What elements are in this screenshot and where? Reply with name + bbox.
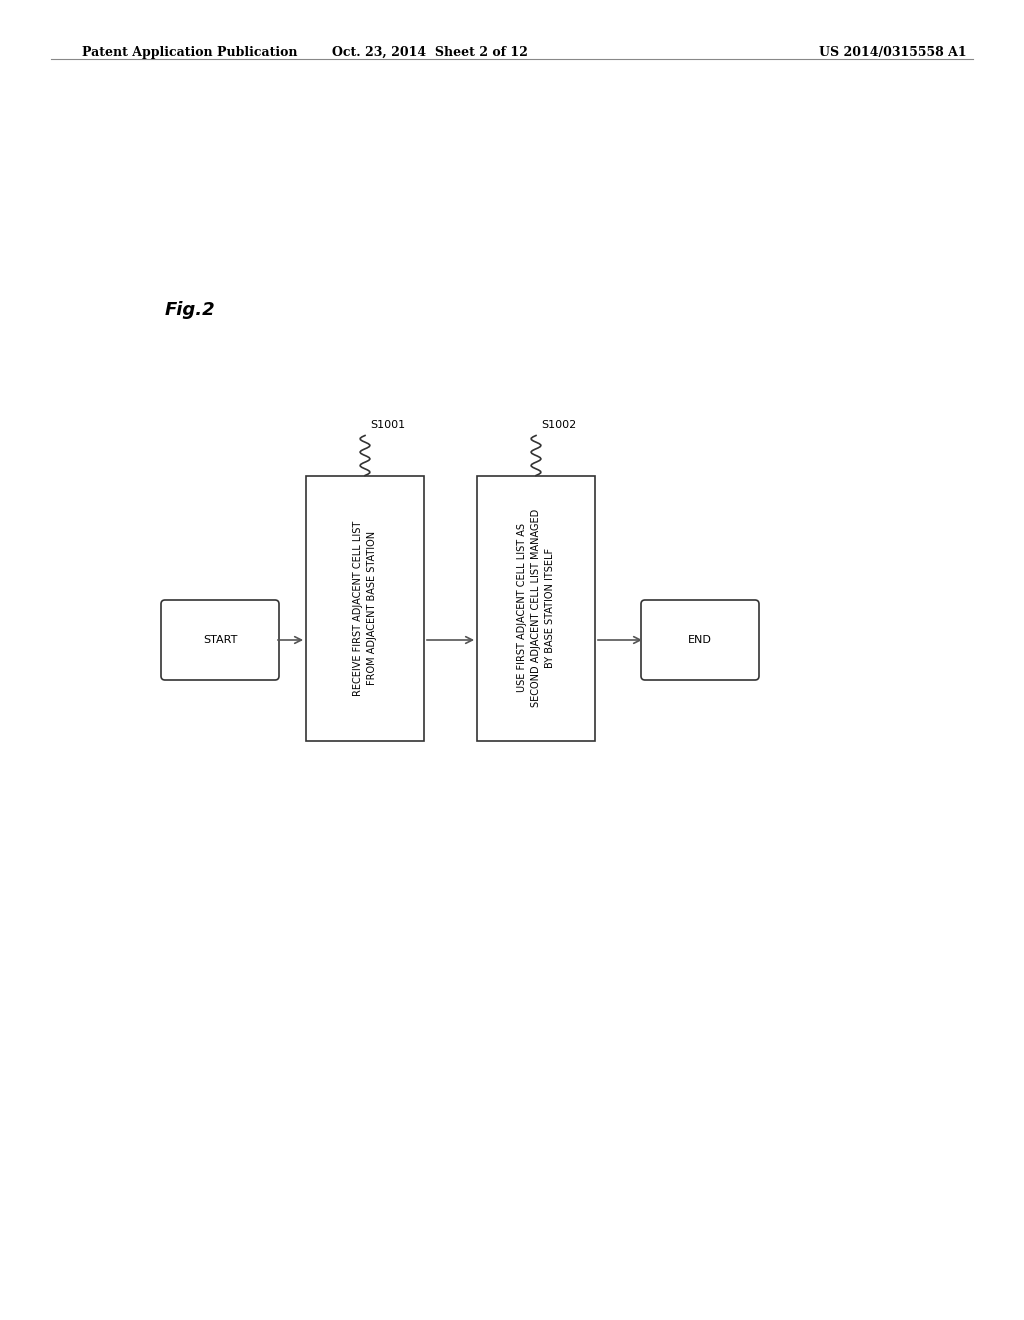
Text: START: START xyxy=(203,635,238,645)
Text: Patent Application Publication: Patent Application Publication xyxy=(82,46,297,59)
Text: S1001: S1001 xyxy=(370,421,406,430)
FancyBboxPatch shape xyxy=(161,601,279,680)
Text: S1002: S1002 xyxy=(541,421,577,430)
Text: END: END xyxy=(688,635,712,645)
Bar xyxy=(306,475,424,741)
Text: US 2014/0315558 A1: US 2014/0315558 A1 xyxy=(819,46,967,59)
Bar xyxy=(477,475,595,741)
Text: USE FIRST ADJACENT CELL LIST AS
SECOND ADJACENT CELL LIST MANAGED
BY BASE STATIO: USE FIRST ADJACENT CELL LIST AS SECOND A… xyxy=(517,510,555,708)
FancyBboxPatch shape xyxy=(641,601,759,680)
Text: Oct. 23, 2014  Sheet 2 of 12: Oct. 23, 2014 Sheet 2 of 12 xyxy=(332,46,528,59)
Text: RECEIVE FIRST ADJACENT CELL LIST
FROM ADJACENT BASE STATION: RECEIVE FIRST ADJACENT CELL LIST FROM AD… xyxy=(353,520,377,696)
Text: Fig.2: Fig.2 xyxy=(165,301,216,319)
